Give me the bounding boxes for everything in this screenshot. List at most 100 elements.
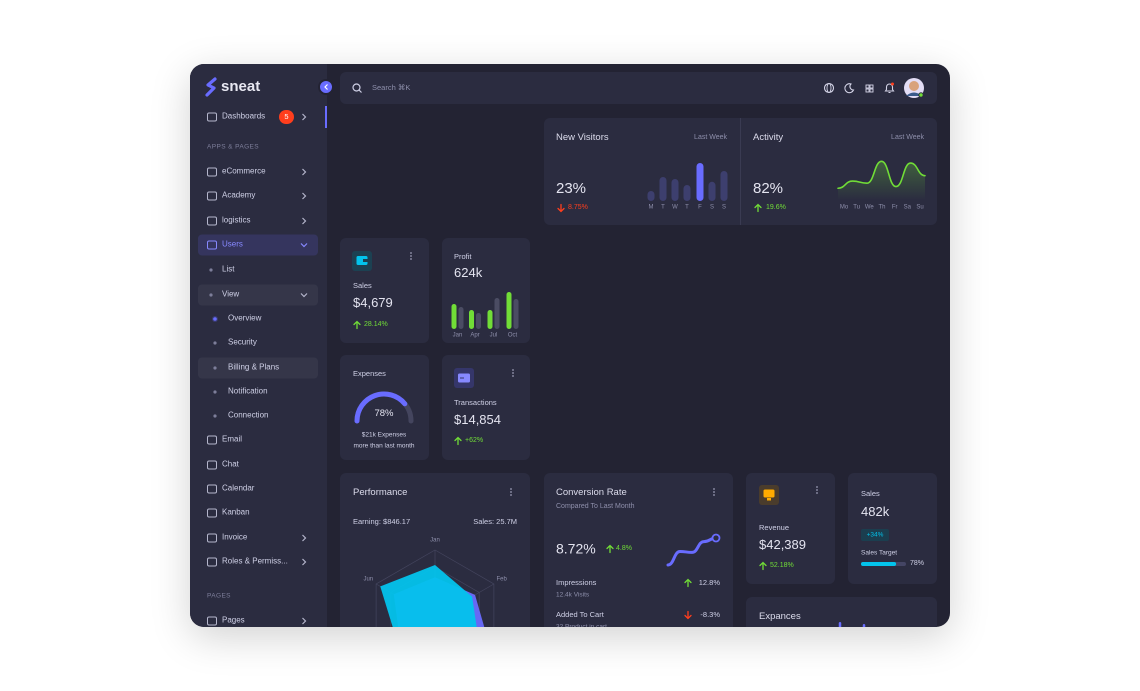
note: more than last month: [353, 442, 415, 450]
row-change: 12.8%: [698, 577, 720, 587]
stat-value: 8.72%: [556, 540, 596, 557]
chevron: [302, 217, 307, 225]
nav-item[interactable]: eCommerce: [222, 166, 266, 176]
menu-dot: [510, 494, 512, 496]
progress-value: 78%: [909, 560, 924, 568]
grid-icon: [869, 84, 874, 89]
brand: sneat: [221, 77, 261, 95]
stat: Sales: 25.7M: [473, 516, 517, 526]
nav-item[interactable]: Calendar: [222, 483, 255, 493]
stat-value: 82%: [753, 179, 784, 197]
search-icon: [358, 89, 362, 93]
badge-bg: [861, 529, 889, 541]
graphics-layer: [198, 77, 926, 627]
bar: [708, 181, 716, 201]
avatar-face: [909, 81, 919, 91]
nav-item[interactable]: Academy: [222, 190, 256, 200]
nav-item[interactable]: Billing & Plans: [228, 362, 280, 372]
x-tick-label: Sa: [903, 204, 911, 211]
x-tick-label: Apr: [470, 332, 480, 339]
x-tick-label: F: [698, 204, 702, 211]
radar-label: Jan: [430, 537, 440, 544]
menu-dot: [510, 491, 512, 493]
nav-dot: [213, 317, 217, 321]
nav-item[interactable]: Security: [228, 337, 257, 347]
x-tick-label: S: [721, 204, 727, 211]
badge-text: 5: [284, 111, 289, 121]
bar: [720, 171, 728, 201]
nav-icon: [207, 533, 217, 543]
x-tick-label: S: [709, 204, 715, 211]
chevron: [302, 558, 307, 566]
grid-icon: [865, 84, 870, 89]
card-title: Expances: [759, 610, 801, 622]
note: $21k Expenses: [361, 431, 407, 439]
bar: [506, 292, 512, 329]
nav-item[interactable]: Notification: [228, 386, 268, 396]
menu-dot: [713, 494, 715, 496]
wallet-icon: [363, 259, 368, 262]
nav-item[interactable]: Roles & Permiss...: [222, 556, 288, 566]
bar: [494, 298, 500, 329]
moon-icon: [844, 83, 855, 94]
period: Last Week: [694, 134, 727, 142]
scroll-indicator: [325, 106, 327, 128]
sidebar: [190, 64, 327, 627]
x-tick-label: Oct: [507, 332, 518, 339]
nav-item[interactable]: logistics: [222, 215, 251, 225]
nav-item[interactable]: Pages: [222, 615, 245, 625]
nav-icon: [207, 616, 217, 626]
card-title: Expenses: [353, 368, 386, 378]
app-content: sneat Dashboards 5 APPS & PAGES eCommerce Aca…: [190, 64, 950, 627]
arrow-icon: [754, 203, 762, 213]
nav-item[interactable]: Connection: [228, 410, 269, 420]
menu-dot: [816, 489, 818, 491]
nav-item[interactable]: Email: [222, 434, 243, 444]
nav-item[interactable]: Chat: [222, 459, 239, 469]
menu-dot: [816, 486, 818, 488]
bar: [838, 622, 842, 627]
bar: [476, 313, 481, 329]
line: [666, 536, 718, 567]
bar: [451, 304, 457, 329]
notification-dot: [891, 82, 894, 86]
nav-item[interactable]: Overview: [228, 313, 262, 323]
nav-icon: [207, 508, 217, 518]
status-dot: [918, 92, 924, 98]
stat-change: 19.6%: [766, 204, 786, 212]
x-tick-label: Tu: [853, 204, 861, 211]
nav-icon: [207, 216, 217, 226]
open-item-bg: [198, 284, 318, 306]
nav-item[interactable]: View: [222, 289, 240, 299]
bell-icon: [884, 83, 895, 94]
x-tick-label: Fr: [891, 204, 898, 211]
bar: [513, 299, 519, 329]
nav-dot: [209, 268, 213, 272]
line: [837, 160, 926, 190]
nav-dot: [213, 414, 217, 418]
bar: [487, 310, 493, 329]
chevron: [302, 192, 307, 200]
nav-item[interactable]: Invoice: [222, 532, 248, 542]
card-title: Revenue: [759, 522, 790, 532]
stat: Earning: $846.17: [353, 516, 411, 526]
nav-item[interactable]: Dashboards: [222, 111, 266, 121]
nav-dot: [213, 341, 217, 345]
section-heading: APPS & PAGES: [207, 143, 260, 151]
nav-item[interactable]: Kanban: [222, 507, 250, 517]
gauge-label: 78%: [374, 407, 394, 419]
bar: [659, 177, 667, 201]
x-tick-label: W: [672, 204, 678, 211]
nav-item[interactable]: List: [222, 264, 235, 274]
grid-icon: [865, 88, 870, 93]
nav-item[interactable]: Users: [222, 239, 243, 249]
progress-fill: [861, 562, 897, 566]
collapse-button: [318, 79, 334, 95]
search-input[interactable]: Search ⌘K: [372, 82, 411, 92]
card-title: Sales: [861, 488, 880, 498]
bar: [862, 624, 866, 627]
chevron: [302, 168, 307, 176]
progress-label: Sales Target: [861, 549, 898, 557]
row-label: Impressions: [556, 577, 597, 587]
x-tick-label: M: [648, 204, 654, 211]
